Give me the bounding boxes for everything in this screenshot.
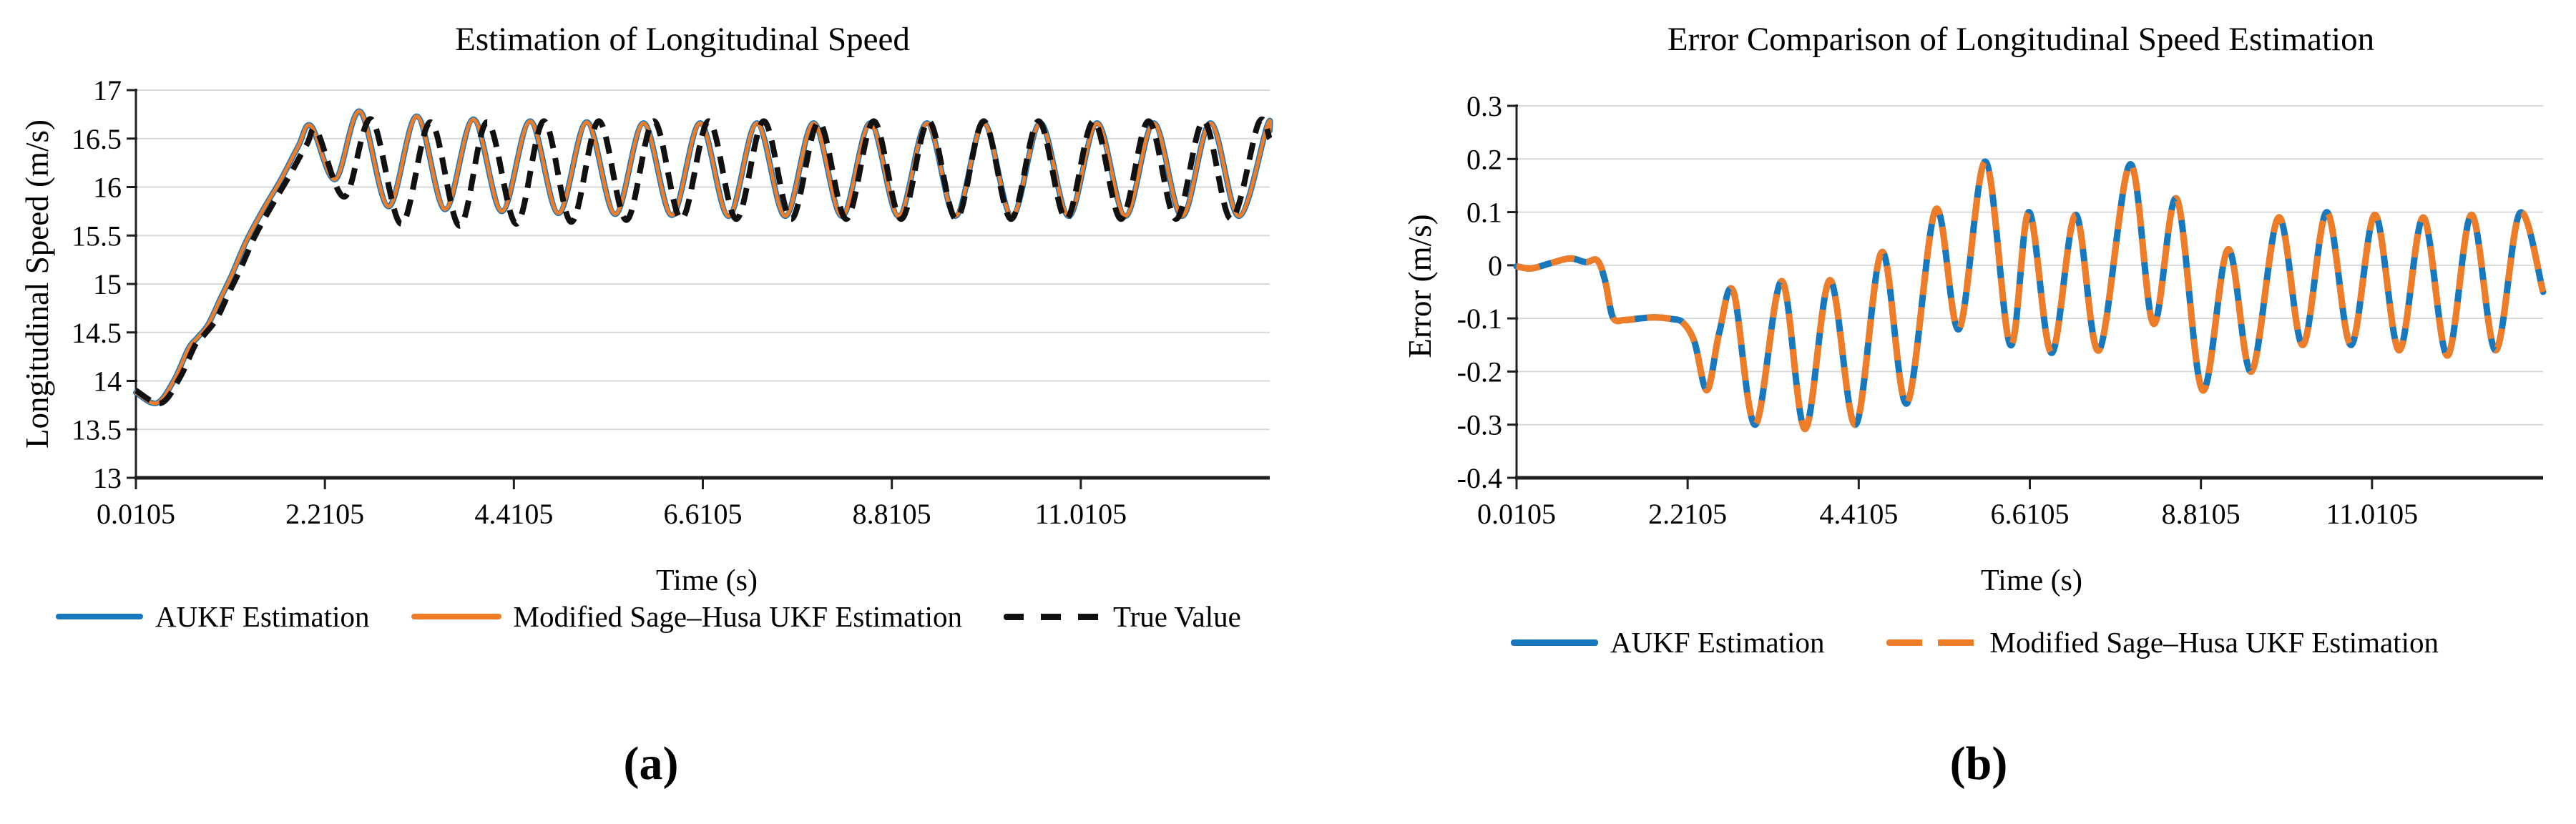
- x-tick-label: 4.4105: [474, 498, 553, 530]
- series-line-1: [134, 109, 1273, 406]
- chart-a-legend: AUKF Estimation Modified Sage–Husa UKF E…: [56, 599, 1241, 634]
- x-tick-label: 6.6105: [1991, 498, 2070, 530]
- x-tick-label: 8.8105: [853, 498, 931, 530]
- chart-a-y-axis-label: Longitudinal Speed (m/s): [19, 119, 55, 448]
- chart-b-x-axis-label: Time (s): [1981, 564, 2082, 597]
- y-tick-label: 13: [93, 462, 122, 494]
- series-line-2: [134, 116, 1273, 406]
- speed-chart-plot-area: 13 13.5 14 14.5 15 15.5 16 16.5 17 0.0105 2.2105 4.…: [72, 74, 1273, 530]
- series-line-1: [1516, 158, 2547, 433]
- legend-label-sage-husa: Modified Sage–Husa UKF Estimation: [513, 600, 963, 633]
- legend-label-aukf: AUKF Estimation: [155, 600, 370, 633]
- series-line-0: [1513, 158, 2547, 433]
- legend-item-aukf: AUKF Estimation: [56, 599, 370, 634]
- y-tick-label: 0.1: [1466, 197, 1502, 229]
- x-tick-label: 6.6105: [664, 498, 743, 530]
- sage-husa-line-sample-icon: [411, 614, 501, 619]
- y-tick-label: 0: [1488, 250, 1502, 282]
- legend-label-aukf-b: AUKF Estimation: [1610, 626, 1825, 659]
- chart-b-legend: AUKF Estimation Modified Sage–Husa UKF E…: [1511, 625, 2439, 659]
- chart-a-x-axis-label: Time (s): [656, 564, 758, 597]
- x-tick-label: 0.0105: [97, 498, 175, 530]
- x-tick-label: 0.0105: [1477, 498, 1556, 530]
- x-tick-label: 2.2105: [1648, 498, 1727, 530]
- y-tick-label: 0.3: [1466, 90, 1502, 122]
- legend-item-sage-husa: Modified Sage–Husa UKF Estimation: [411, 599, 962, 634]
- legend-item-aukf-b: AUKF Estimation: [1511, 625, 1825, 659]
- y-tick-label: 14: [93, 366, 122, 398]
- aukf-line-sample-icon: [56, 614, 143, 619]
- x-tick-label: 11.0105: [1035, 498, 1127, 530]
- legend-label-sage-husa-b: Modified Sage–Husa UKF Estimation: [1989, 626, 2439, 659]
- y-tick-label: -0.2: [1457, 355, 1502, 388]
- y-tick-label: -0.3: [1457, 409, 1502, 441]
- y-tick-label: 17: [93, 74, 122, 107]
- y-tick-label: 13.5: [72, 413, 122, 446]
- caption-a: (a): [623, 737, 679, 790]
- true-value-dash-sample-icon: [1004, 613, 1102, 620]
- x-tick-label: 2.2105: [285, 498, 364, 530]
- chart-b-title: Error Comparison of Longitudinal Speed E…: [1667, 21, 2375, 58]
- x-tick-label: 11.0105: [2326, 498, 2419, 530]
- y-tick-label: -0.1: [1457, 303, 1502, 335]
- legend-label-true-value: True Value: [1113, 600, 1241, 633]
- y-tick-label: -0.4: [1457, 462, 1502, 494]
- chart-a-title: Estimation of Longitudinal Speed: [455, 21, 910, 58]
- chart-b-y-axis-label: Error (m/s): [1402, 214, 1438, 358]
- y-tick-label: 14.5: [72, 317, 122, 349]
- y-tick-label: 15: [93, 268, 122, 300]
- y-tick-label: 15.5: [72, 220, 122, 252]
- sage-husa-dash-sample-icon: [1886, 639, 1978, 646]
- error-chart-plot-area: -0.4 -0.3 -0.2 -0.1 0 0.1 0.2 0.3 0.0105 2.2105 4.…: [1457, 90, 2547, 530]
- x-tick-label: 4.4105: [1819, 498, 1898, 530]
- aukf-line-sample-icon: [1511, 639, 1598, 646]
- y-tick-label: 0.2: [1466, 143, 1502, 175]
- y-tick-label: 16: [93, 172, 122, 204]
- legend-item-true-value: True Value: [1004, 599, 1241, 634]
- caption-b: (b): [1949, 737, 2008, 790]
- series-line-0: [133, 108, 1273, 406]
- legend-item-sage-husa-b: Modified Sage–Husa UKF Estimation: [1886, 625, 2439, 659]
- y-tick-label: 16.5: [72, 123, 122, 155]
- x-tick-label: 8.8105: [2162, 498, 2240, 530]
